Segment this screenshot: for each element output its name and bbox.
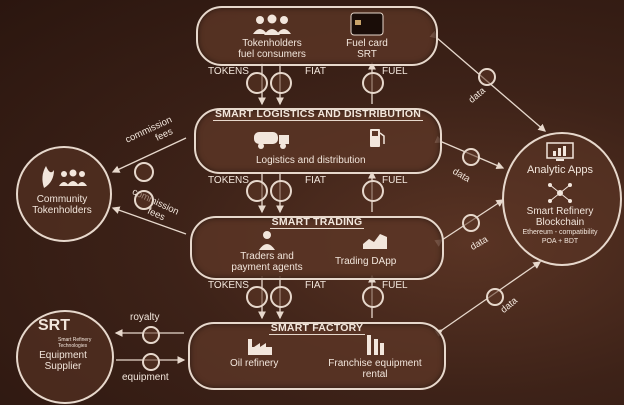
trading-title: SMART TRADING <box>269 216 365 229</box>
srt-token-badge-3 <box>246 286 268 308</box>
dollar-badge-2 <box>270 180 292 202</box>
refinery-icon <box>248 339 272 355</box>
fuel-card-icon <box>350 12 384 36</box>
trader-icon <box>259 231 275 250</box>
srt-token-badge-2 <box>246 180 268 202</box>
franchise-label: Franchise equipment rental <box>328 358 422 380</box>
franchise-equipment-icon <box>367 335 384 355</box>
trading-dapp-label: Trading DApp <box>335 256 397 267</box>
logistics-title: SMART LOGISTICS AND DISTRIBUTION <box>212 108 424 121</box>
data-doc-badge-2 <box>462 148 480 166</box>
dollar-badge-3 <box>270 286 292 308</box>
analytic-circle <box>502 132 622 266</box>
gear-icon <box>142 353 160 371</box>
trading-panel: SMART TRADING <box>190 216 444 280</box>
fiat-label-1: FIAT <box>305 66 326 77</box>
top-panel <box>196 6 438 66</box>
supplier-label: Equipment Supplier <box>39 350 87 372</box>
community-people-icon <box>42 166 87 188</box>
fuel-drop-badge-1 <box>362 72 384 94</box>
fuel-pump-icon <box>370 129 385 147</box>
logistics-label: Logistics and distribution <box>256 155 366 166</box>
analytic-apps-label: Analytic Apps <box>526 164 594 176</box>
analytics-screen-icon <box>546 142 574 161</box>
srt-token-badge-1 <box>246 72 268 94</box>
fuel-drop-badge-2 <box>362 180 384 202</box>
trading-chart-icon <box>363 234 387 249</box>
srt-royalty-badge <box>142 326 160 344</box>
fuel-label-2: FUEL <box>382 175 408 186</box>
blockchain-label: Smart Refinery Blockchain Ethereum - comp… <box>522 206 598 245</box>
data-doc-badge-1 <box>478 68 496 86</box>
royalty-label: royalty <box>130 312 160 323</box>
tokenholders-label: Tokenholders fuel consumers <box>238 38 306 60</box>
fuel-card-label: Fuel card SRT <box>346 38 388 60</box>
srt-commission-badge-2 <box>134 190 154 210</box>
tokens-label-1: TOKENS <box>208 66 249 77</box>
equipment-label: equipment <box>122 372 169 383</box>
blockchain-network-icon <box>548 183 572 203</box>
arrow-commission-1 <box>111 137 187 173</box>
srt-logo: SRT <box>38 317 70 334</box>
traders-label: Traders and payment agents <box>231 251 303 273</box>
people-group-icon <box>253 14 291 35</box>
fuel-label-1: FUEL <box>382 66 408 77</box>
tokens-label-3: TOKENS <box>208 280 249 291</box>
oil-refinery-label: Oil refinery <box>230 358 279 369</box>
community-label: Community Tokenholders <box>32 194 92 216</box>
factory-panel: SMART FACTORY <box>188 322 446 390</box>
dollar-badge-1 <box>270 72 292 94</box>
truck-icon <box>254 132 289 149</box>
tokens-label-2: TOKENS <box>208 175 249 186</box>
data-doc-badge-4 <box>486 288 504 306</box>
supplier-circle <box>16 310 114 404</box>
arrow-commission-2 <box>111 206 187 235</box>
data-doc-badge-3 <box>462 214 480 232</box>
fiat-label-2: FIAT <box>305 175 326 186</box>
srt-commission-badge-1 <box>134 162 154 182</box>
fuel-drop-badge-3 <box>362 286 384 308</box>
fuel-label-3: FUEL <box>382 280 408 291</box>
srt-logo-subtitle: Smart Refinery Technologies <box>58 337 92 349</box>
fiat-label-3: FIAT <box>305 280 326 291</box>
logistics-panel: SMART LOGISTICS AND DISTRIBUTION <box>194 108 442 174</box>
factory-title: SMART FACTORY <box>268 322 366 335</box>
community-circle <box>16 146 112 242</box>
